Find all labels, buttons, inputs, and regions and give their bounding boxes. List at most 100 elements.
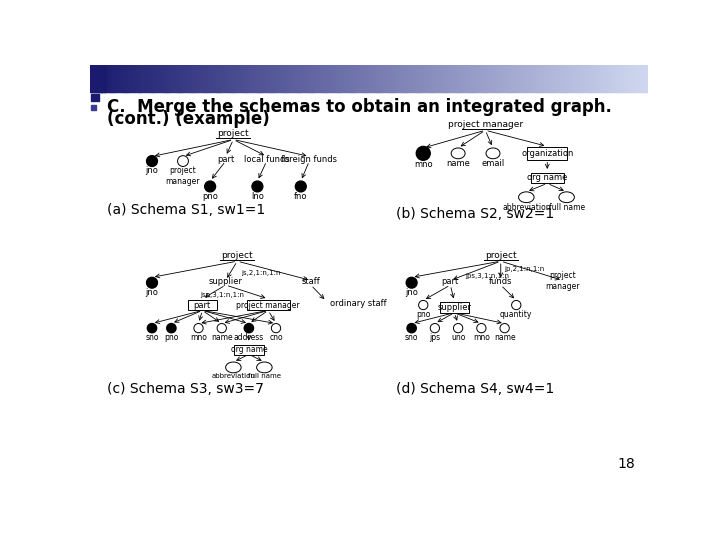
Bar — [274, 65, 276, 92]
Bar — [155, 65, 158, 92]
Bar — [526, 65, 528, 92]
Bar — [449, 65, 451, 92]
Text: address: address — [234, 333, 264, 342]
Bar — [552, 65, 554, 92]
Bar — [581, 65, 583, 92]
Bar — [181, 65, 184, 92]
Bar — [594, 65, 596, 92]
Bar — [536, 65, 539, 92]
Bar — [451, 65, 453, 92]
Bar — [263, 65, 265, 92]
Bar — [482, 65, 485, 92]
Bar — [382, 65, 384, 92]
Bar — [453, 65, 455, 92]
Bar — [367, 65, 369, 92]
Bar — [534, 65, 537, 92]
Text: project manager: project manager — [448, 120, 523, 129]
Bar — [240, 65, 243, 92]
Text: 18: 18 — [617, 457, 635, 471]
Bar — [590, 65, 593, 92]
Bar — [343, 65, 345, 92]
Bar — [539, 65, 541, 92]
Bar — [266, 65, 269, 92]
Text: name: name — [494, 333, 516, 342]
Bar — [598, 65, 600, 92]
Bar — [631, 65, 634, 92]
Bar — [96, 65, 98, 92]
Bar — [112, 65, 114, 92]
Bar — [438, 65, 440, 92]
Text: foreign funds: foreign funds — [282, 155, 338, 164]
Bar — [514, 65, 516, 92]
Bar — [439, 302, 469, 313]
Bar — [174, 65, 176, 92]
Bar — [568, 65, 570, 92]
Bar — [326, 65, 328, 92]
Bar — [291, 65, 293, 92]
Bar — [341, 65, 343, 92]
Bar — [609, 65, 611, 92]
Text: project
manager: project manager — [546, 272, 580, 291]
Bar — [272, 65, 274, 92]
Circle shape — [252, 181, 263, 192]
Circle shape — [147, 156, 158, 166]
Bar — [204, 65, 206, 92]
Bar — [256, 65, 258, 92]
Bar — [233, 65, 235, 92]
Bar — [179, 65, 181, 92]
Bar — [230, 65, 232, 92]
Text: jps: jps — [429, 333, 441, 342]
Text: organization: organization — [521, 149, 573, 158]
Bar — [369, 65, 372, 92]
Bar — [280, 65, 282, 92]
Text: sno: sno — [145, 333, 158, 342]
Bar — [157, 65, 159, 92]
Text: (d) Schema S4, sw4=1: (d) Schema S4, sw4=1 — [396, 382, 554, 396]
Bar — [284, 65, 286, 92]
Bar — [624, 65, 626, 92]
Circle shape — [167, 323, 176, 333]
Bar — [114, 65, 117, 92]
Bar — [579, 65, 582, 92]
Bar — [544, 65, 546, 92]
Bar — [445, 65, 448, 92]
Bar — [116, 65, 118, 92]
Bar — [324, 65, 327, 92]
Bar — [142, 65, 144, 92]
Bar — [564, 65, 567, 92]
Bar — [207, 65, 210, 92]
Bar — [380, 65, 382, 92]
Text: cno: cno — [269, 333, 283, 342]
Bar — [103, 65, 105, 92]
Bar — [505, 65, 507, 92]
Bar — [629, 65, 631, 92]
Bar — [127, 65, 130, 92]
Bar — [304, 65, 306, 92]
Bar — [228, 65, 230, 92]
Text: lno: lno — [251, 192, 264, 201]
Bar — [226, 65, 228, 92]
Bar — [287, 65, 289, 92]
Bar — [469, 65, 472, 92]
Bar — [148, 65, 150, 92]
Bar — [371, 65, 373, 92]
Bar — [419, 65, 421, 92]
Bar — [601, 65, 604, 92]
Bar — [444, 65, 446, 92]
Bar — [635, 65, 637, 92]
Text: (a) Schema S1, sw1=1: (a) Schema S1, sw1=1 — [107, 204, 265, 218]
Bar — [205, 65, 207, 92]
Bar — [637, 65, 639, 92]
Bar — [531, 65, 533, 92]
Bar — [109, 65, 111, 92]
Bar — [183, 65, 185, 92]
Text: pno: pno — [202, 192, 218, 201]
Bar — [239, 65, 241, 92]
Bar — [408, 65, 410, 92]
Bar — [137, 65, 139, 92]
Bar — [559, 65, 561, 92]
Bar — [107, 65, 109, 92]
Bar — [561, 65, 563, 92]
Bar — [282, 65, 284, 92]
Text: email: email — [482, 159, 505, 168]
